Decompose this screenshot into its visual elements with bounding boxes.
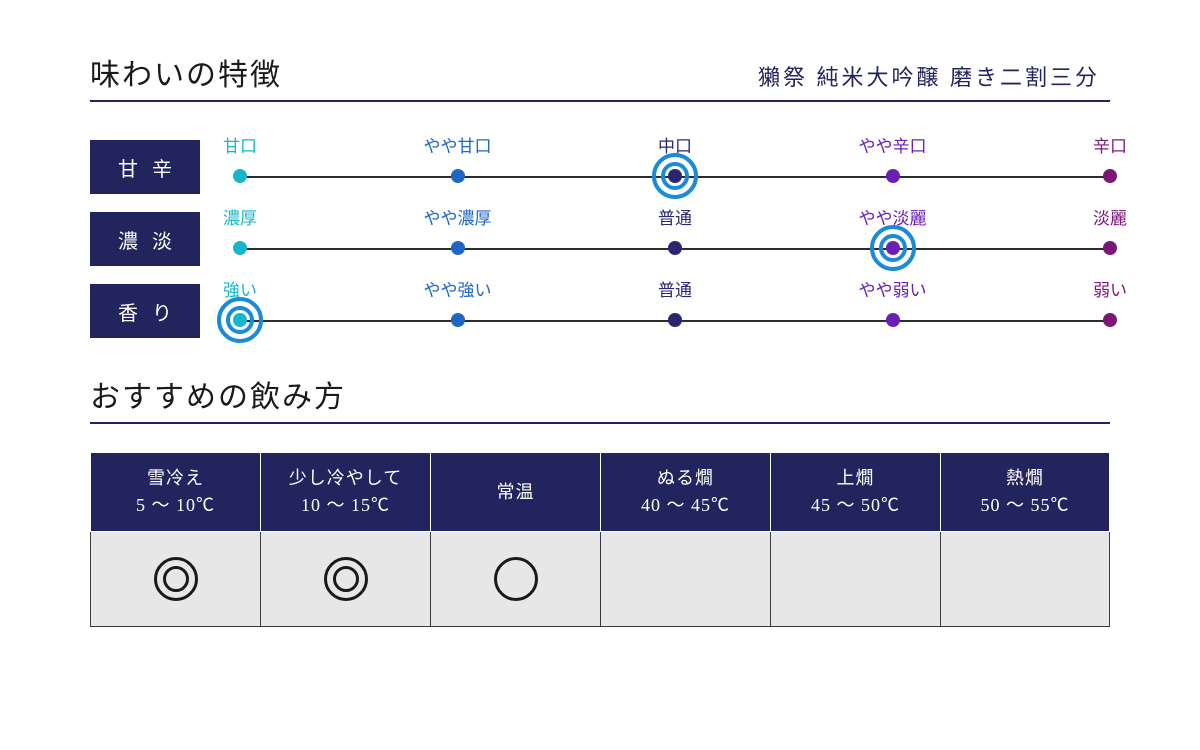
flavor-row-label: 濃淡 xyxy=(90,212,200,266)
drink-temp: 5 ～ 10℃ xyxy=(136,492,215,519)
drink-column-body xyxy=(430,532,600,627)
drink-column-body xyxy=(770,532,940,627)
scale-tick-label: やや辛口 xyxy=(859,132,927,157)
scale-tick-label: やや濃厚 xyxy=(424,204,492,229)
scale-tick-label: 甘口 xyxy=(223,132,257,157)
scale-tick-label: 濃厚 xyxy=(223,204,257,229)
flavor-scale: 甘口やや甘口中口やや辛口辛口 xyxy=(240,132,1110,194)
scale-tick-label: 淡麗 xyxy=(1093,204,1127,229)
flavor-section-header: 味わいの特徴 獺祭 純米大吟醸 磨き二割三分 xyxy=(90,50,1110,102)
drink-name: 常温 xyxy=(497,479,535,506)
drink-section-header: おすすめの飲み方 xyxy=(90,372,1110,424)
flavor-scale: 強いやや強い普通やや弱い弱い xyxy=(240,276,1110,338)
drink-column: 熱燗50 ～ 55℃ xyxy=(940,452,1110,627)
drink-column-body xyxy=(90,532,260,627)
flavor-section-title: 味わいの特徴 xyxy=(90,50,282,94)
flavor-row-label: 甘辛 xyxy=(90,140,200,194)
scale-tick-dot xyxy=(668,241,682,255)
drink-temp: 40 ～ 45℃ xyxy=(641,492,730,519)
scale-tick-dot xyxy=(451,313,465,327)
scale-tick-dot xyxy=(1103,313,1117,327)
drink-column-body xyxy=(600,532,770,627)
scale-tick-label: 普通 xyxy=(658,204,692,229)
product-name: 獺祭 純米大吟醸 磨き二割三分 xyxy=(758,60,1110,92)
selection-ring-inner xyxy=(661,162,689,190)
drink-column: 常温 xyxy=(430,452,600,627)
drink-column: 上燗45 ～ 50℃ xyxy=(770,452,940,627)
scale-tick-label: 弱い xyxy=(1093,276,1127,301)
scale-tick-dot xyxy=(451,169,465,183)
scale-tick-dot xyxy=(886,313,900,327)
flavor-row: 甘辛甘口やや甘口中口やや辛口辛口 xyxy=(90,132,1110,194)
scale-tick-label: やや弱い xyxy=(859,276,927,301)
drink-temp: 10 ～ 15℃ xyxy=(301,492,390,519)
drink-name: 上燗 xyxy=(837,465,875,492)
scale-tick-dot xyxy=(668,313,682,327)
drink-column-header: 常温 xyxy=(430,452,600,532)
drink-column-header: ぬる燗40 ～ 45℃ xyxy=(600,452,770,532)
scale-tick-dot xyxy=(886,169,900,183)
drink-column-body xyxy=(940,532,1110,627)
drink-name: 雪冷え xyxy=(147,465,204,492)
drink-column-header: 雪冷え5 ～ 10℃ xyxy=(90,452,260,532)
drink-column-body xyxy=(260,532,430,627)
flavor-scales: 甘辛甘口やや甘口中口やや辛口辛口濃淡濃厚やや濃厚普通やや淡麗淡麗香り強いやや強い… xyxy=(90,132,1110,338)
drink-column-header: 上燗45 ～ 50℃ xyxy=(770,452,940,532)
flavor-row: 濃淡濃厚やや濃厚普通やや淡麗淡麗 xyxy=(90,204,1110,266)
flavor-row: 香り強いやや強い普通やや弱い弱い xyxy=(90,276,1110,338)
drink-name: ぬる燗 xyxy=(657,465,714,492)
scale-tick-label: やや強い xyxy=(424,276,492,301)
scale-tick-dot xyxy=(1103,241,1117,255)
drink-name: 熱燗 xyxy=(1006,465,1044,492)
scale-tick-label: やや甘口 xyxy=(424,132,492,157)
scale-tick-dot xyxy=(233,169,247,183)
flavor-scale: 濃厚やや濃厚普通やや淡麗淡麗 xyxy=(240,204,1110,266)
scale-tick-dot xyxy=(451,241,465,255)
scale-tick-label: 普通 xyxy=(658,276,692,301)
scale-tick-label: 辛口 xyxy=(1093,132,1127,157)
scale-tick-dot xyxy=(233,241,247,255)
drink-temperature-table: 雪冷え5 ～ 10℃少し冷やして10 ～ 15℃常温ぬる燗40 ～ 45℃上燗4… xyxy=(90,452,1110,627)
drink-section-title: おすすめの飲み方 xyxy=(90,372,346,416)
drink-column: ぬる燗40 ～ 45℃ xyxy=(600,452,770,627)
mark-best-icon xyxy=(324,557,368,601)
drink-column: 雪冷え5 ～ 10℃ xyxy=(90,452,260,627)
selection-ring-inner xyxy=(879,234,907,262)
drink-name: 少し冷やして xyxy=(289,465,402,492)
drink-temp: 45 ～ 50℃ xyxy=(811,492,900,519)
drink-temp: 50 ～ 55℃ xyxy=(981,492,1070,519)
drink-column-header: 少し冷やして10 ～ 15℃ xyxy=(260,452,430,532)
mark-good-icon xyxy=(494,557,538,601)
scale-tick-dot xyxy=(1103,169,1117,183)
mark-best-icon xyxy=(154,557,198,601)
selection-ring-inner xyxy=(226,306,254,334)
flavor-row-label: 香り xyxy=(90,284,200,338)
drink-column: 少し冷やして10 ～ 15℃ xyxy=(260,452,430,627)
drink-column-header: 熱燗50 ～ 55℃ xyxy=(940,452,1110,532)
